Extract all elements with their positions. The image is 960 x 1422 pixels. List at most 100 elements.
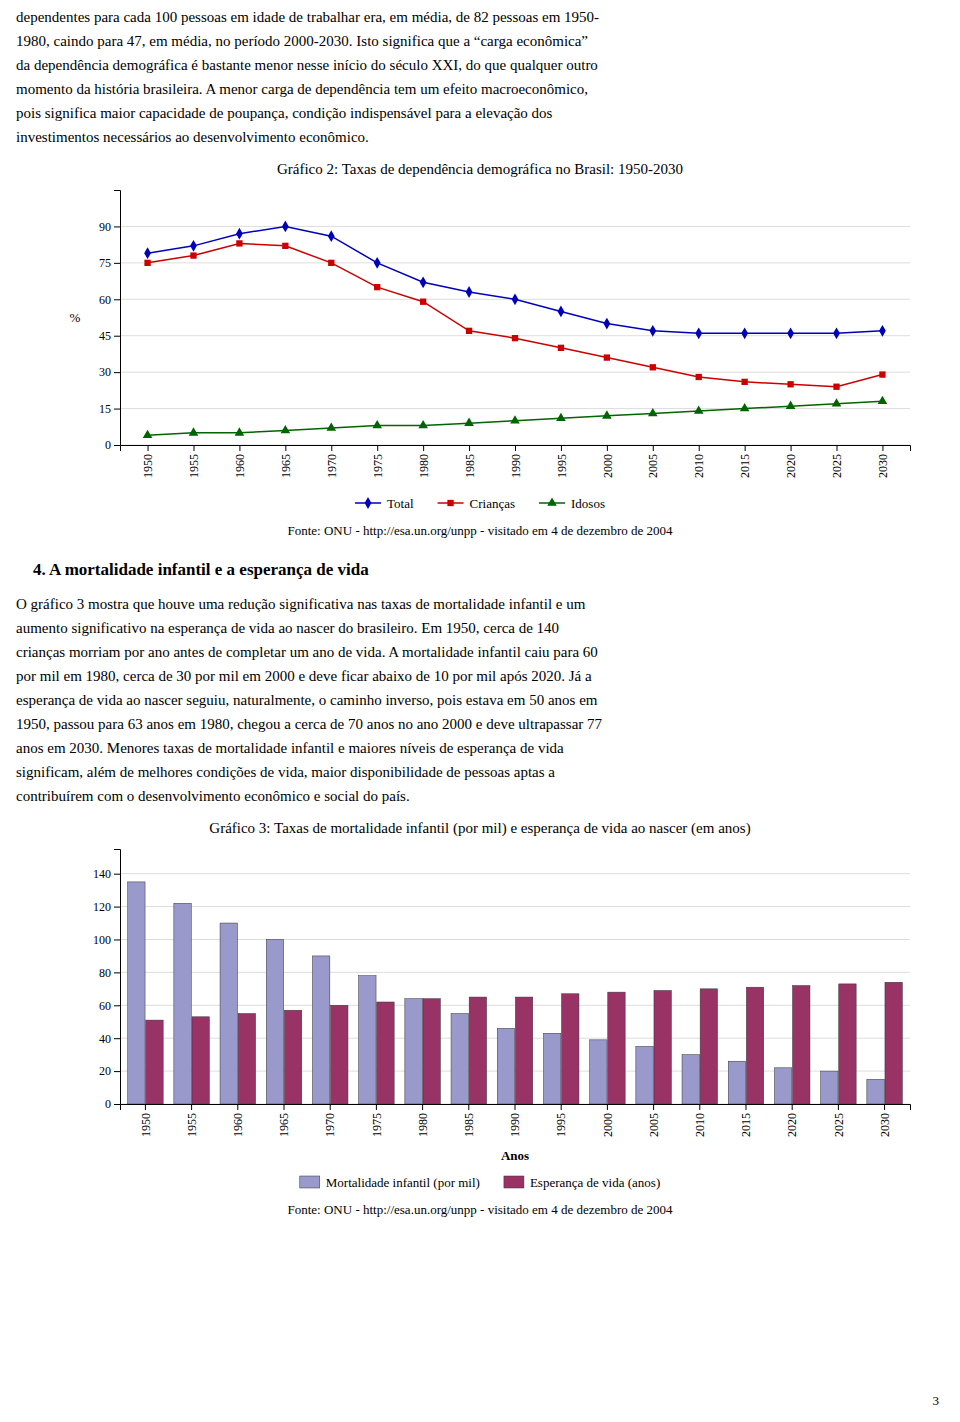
bar [128,882,145,1104]
x-tick: 1980 [416,1104,430,1137]
tick-mark [882,445,883,451]
x-tick: 1950 [141,445,155,478]
tick-label: 1985 [463,454,477,478]
axis: 1950195519601965197019751980198519901995… [121,1104,911,1137]
grid-line [120,262,910,263]
point [648,408,658,416]
page: dependentes para cada 100 pessoas em ida… [0,0,960,1422]
tick-label: 100 [93,933,111,947]
x-tick: 1975 [371,445,385,478]
y-tick: 20 [99,1064,120,1078]
point [696,374,702,380]
grid-line [120,226,910,227]
grid-line [120,972,910,973]
bar [146,1020,163,1104]
y-tick: 80 [99,966,120,980]
axis-line [114,850,121,1105]
body-text: contribuírem com o desenvolvimento econô… [16,788,410,804]
tick-mark [114,1038,120,1039]
page-number: 3 [933,1393,940,1408]
grid-line [120,906,910,907]
tick-mark [239,445,240,451]
body-text: dependentes para cada 100 pessoas em ida… [16,9,599,25]
bar [654,990,671,1104]
source-note: Fonte: ONU - http://esa.un.org/unpp - vi… [288,523,673,538]
body-text: 1950, passou para 63 anos em 1980, chego… [16,716,603,732]
x-tick: 2025 [832,1104,846,1137]
point [326,422,336,430]
point [604,354,610,360]
x-tick: 1975 [370,1104,384,1137]
tick-label: 140 [93,867,111,881]
tick-mark [515,1104,516,1110]
point [189,427,199,435]
tick-mark [330,1104,331,1110]
tick-mark [377,445,378,451]
tick-label: 1970 [325,454,339,478]
body-text: momento da história brasileira. A menor … [16,81,588,97]
tick-mark [114,939,120,940]
tick-label: 2020 [785,1113,799,1137]
tick-label: 40 [99,1032,111,1046]
legend-item: Crianças [438,496,515,511]
point [603,318,610,330]
line [148,226,883,333]
bar [728,1061,745,1104]
tick-label: 1960 [231,1113,245,1137]
point [879,325,886,337]
body-text: investimentos necessários ao desenvolvim… [16,129,369,145]
body-text: crianças morriam por ano antes de comple… [16,644,598,660]
tick-mark [114,1104,120,1105]
point [558,306,565,318]
tick-mark [114,263,120,264]
bar [423,999,440,1104]
tick-mark [145,1104,146,1110]
point [282,221,289,233]
tick-label: 1955 [185,1113,199,1137]
line [148,401,883,435]
tick-mark [561,445,562,451]
point [466,286,473,298]
y-tick: 40 [99,1032,120,1046]
x-tick: 2010 [693,1104,707,1137]
tick-mark [469,445,470,451]
point [420,276,427,288]
point [235,427,245,435]
tick-label: 1985 [462,1113,476,1137]
tick-mark [745,1104,746,1110]
axis: 020406080100120140 [93,850,121,1112]
bar [746,987,763,1104]
bar [562,994,579,1104]
x-tick: 2020 [785,1104,799,1137]
point [143,430,153,438]
y-tick: 0 [105,438,120,452]
tick-label: 0 [105,1097,111,1111]
bar [377,1002,394,1104]
bar [192,1017,209,1104]
tick-mark [193,445,194,451]
legend-swatch [547,497,557,505]
point [374,284,380,290]
bar [469,997,486,1104]
tick-mark [114,1071,120,1072]
bar [174,903,191,1104]
point [236,228,243,240]
tick-mark [114,226,120,227]
tick-mark [607,445,608,451]
tick-mark [607,1104,608,1110]
axis-line [114,191,121,446]
tick-label: 15 [99,402,111,416]
point [418,420,428,428]
x-tick: 1955 [185,1104,199,1137]
x-tick: 1960 [233,445,247,478]
line [148,243,883,386]
x-tick: 2030 [876,445,890,478]
point [328,230,335,242]
point [741,379,747,385]
point [879,371,885,377]
bar [867,1079,884,1104]
bar [220,923,237,1104]
body-text: esperança de vida ao nascer seguiu, natu… [16,692,598,708]
x-tick: 1985 [463,445,477,478]
point [832,398,842,406]
